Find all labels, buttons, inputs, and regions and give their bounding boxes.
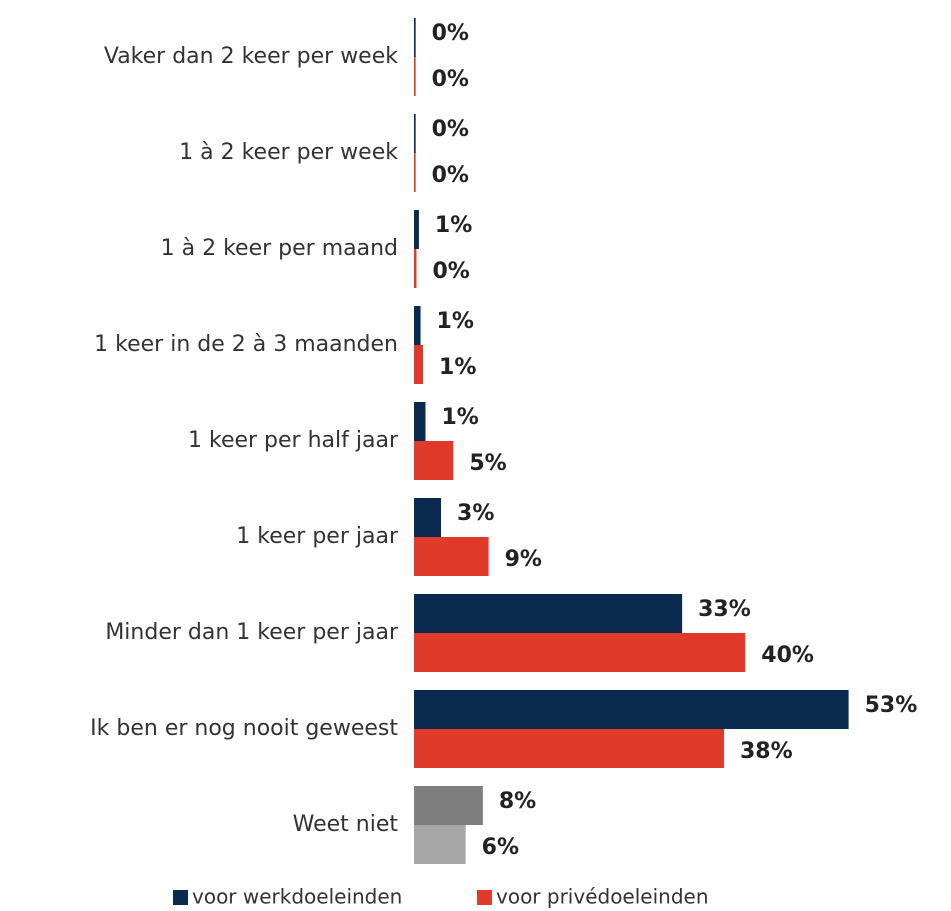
value-label: 0% — [432, 259, 469, 284]
bar — [414, 57, 416, 96]
bar — [414, 498, 442, 537]
value-label: 0% — [432, 117, 469, 142]
bar — [414, 441, 454, 480]
category-label: 1 keer per jaar — [236, 524, 399, 549]
value-label: 3% — [457, 501, 494, 526]
category-label: 1 keer in de 2 à 3 maanden — [94, 332, 398, 357]
bar — [414, 594, 683, 633]
bar — [414, 825, 466, 864]
bar — [414, 114, 416, 153]
bar — [414, 210, 419, 249]
bar — [414, 249, 417, 288]
bar — [414, 153, 416, 192]
value-label: 1% — [437, 309, 474, 334]
bar — [414, 306, 421, 345]
value-label: 53% — [865, 693, 918, 718]
bar — [414, 786, 483, 825]
value-label: 0% — [432, 163, 469, 188]
value-label: 40% — [761, 643, 814, 668]
category-label: Ik ben er nog nooit geweest — [90, 716, 398, 741]
bar — [414, 633, 746, 672]
category-label: 1 à 2 keer per week — [179, 140, 398, 165]
bar — [414, 729, 724, 768]
value-label: 38% — [740, 739, 793, 764]
value-label: 5% — [469, 451, 506, 476]
legend-label: voor werkdoeleinden — [192, 885, 402, 909]
legend-swatch — [477, 890, 492, 905]
value-label: 1% — [435, 213, 472, 238]
value-label: 0% — [432, 21, 469, 46]
category-label: 1 keer per half jaar — [188, 428, 399, 453]
bar — [414, 537, 489, 576]
category-label: 1 à 2 keer per maand — [161, 236, 398, 261]
value-label: 8% — [499, 789, 536, 814]
value-label: 1% — [441, 405, 478, 430]
legend-label: voor privédoeleinden — [496, 885, 709, 909]
bar — [414, 402, 426, 441]
value-label: 6% — [482, 835, 519, 860]
category-label: Weet niet — [293, 812, 399, 837]
category-label: Minder dan 1 keer per jaar — [105, 620, 399, 645]
bar — [414, 345, 424, 384]
bar — [414, 18, 416, 57]
bar — [414, 690, 849, 729]
legend-swatch — [173, 890, 188, 905]
value-label: 0% — [432, 67, 469, 92]
value-label: 1% — [439, 355, 476, 380]
value-label: 33% — [698, 597, 751, 622]
category-label: Vaker dan 2 keer per week — [104, 44, 398, 69]
value-label: 9% — [505, 547, 542, 572]
